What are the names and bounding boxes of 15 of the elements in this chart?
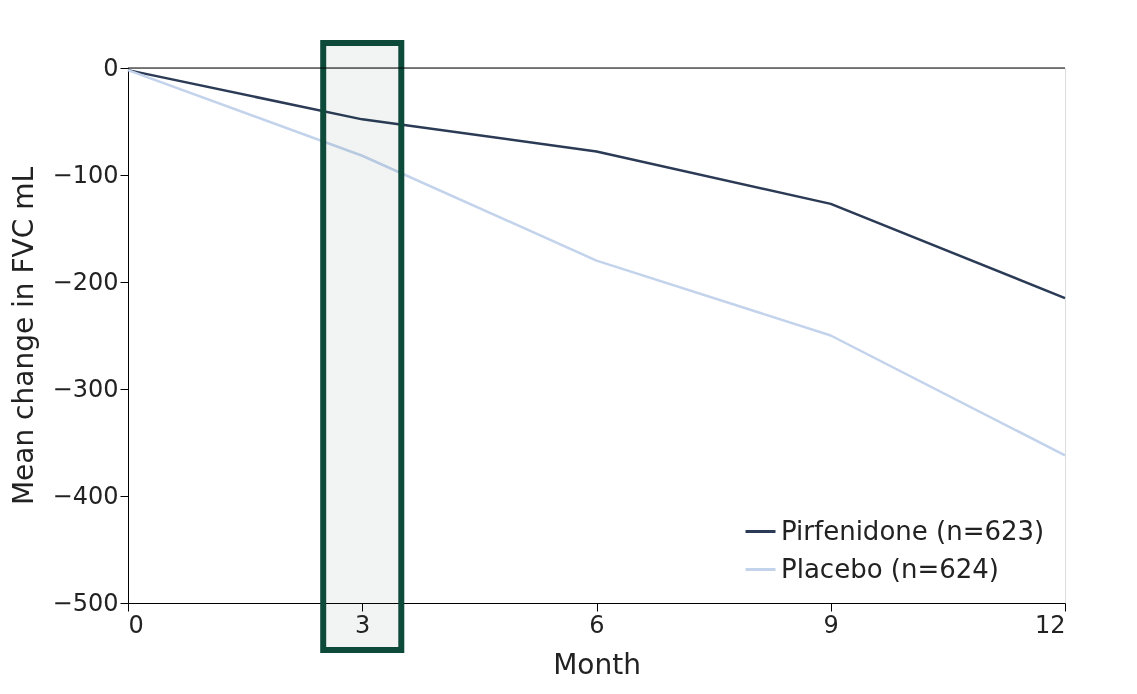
legend-label: Placebo (n=624) [781,553,999,584]
legend-label: Pirfenidone (n=623) [781,515,1045,546]
y-tick-label: −300 [52,374,119,403]
x-tick-label: 9 [823,610,839,639]
y-tick-label: 0 [103,53,119,82]
x-tick-label: 6 [589,610,605,639]
x-tick-label: 12 [1034,610,1066,639]
y-tick-label: −500 [52,588,119,617]
x-axis-title: Month [553,647,641,681]
x-tick-label: 3 [355,610,371,639]
y-tick-label: −400 [52,481,119,510]
y-tick-label: −100 [52,160,119,189]
y-tick-label: −200 [52,267,119,296]
y-axis-title: Mean change in FVC mL [6,166,40,506]
x-tick-label: 0 [128,610,144,639]
